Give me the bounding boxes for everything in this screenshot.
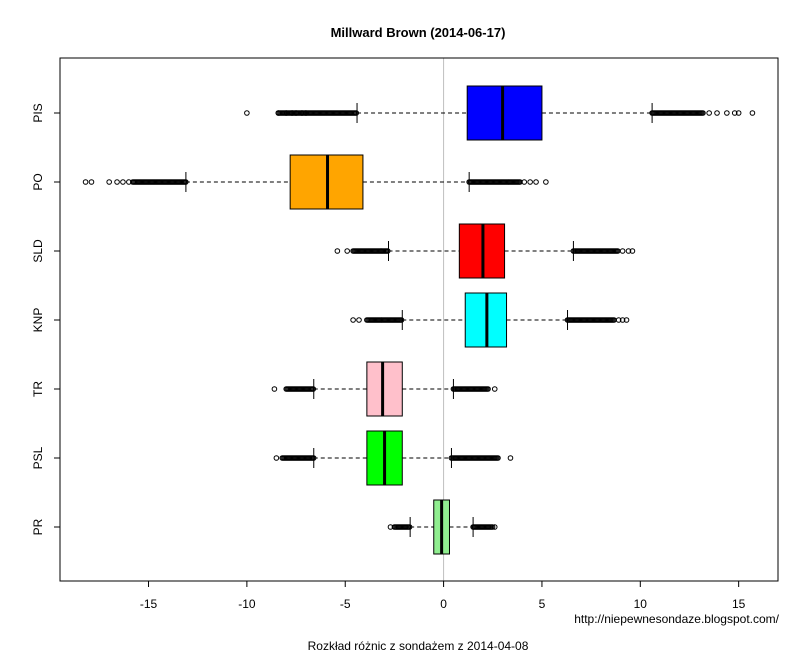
outlier-point bbox=[619, 248, 626, 254]
outlier-point bbox=[615, 317, 622, 323]
outlier-point bbox=[485, 386, 491, 392]
x-tick-label: 10 bbox=[634, 597, 648, 611]
outlier-point bbox=[543, 179, 549, 185]
outlier-point bbox=[623, 317, 630, 323]
outlier-point bbox=[293, 110, 299, 116]
box-group-pr bbox=[387, 499, 498, 555]
y-tick-label-po: PO bbox=[31, 173, 45, 190]
outlier-point bbox=[700, 110, 706, 116]
outlier-point bbox=[88, 179, 95, 185]
outlier-point bbox=[724, 110, 730, 116]
outlier-point bbox=[275, 110, 282, 116]
outlier-point bbox=[114, 179, 120, 185]
y-axis: PIS PO SLD KNP TR PSL PR bbox=[31, 103, 60, 535]
outlier-point bbox=[350, 317, 356, 323]
box-group-psl bbox=[273, 430, 514, 486]
box-tr bbox=[366, 361, 403, 417]
x-tick-label: 15 bbox=[732, 597, 746, 611]
outlier-point bbox=[714, 110, 720, 116]
outlier-band-high bbox=[466, 179, 523, 185]
outlier-point bbox=[283, 110, 290, 116]
outlier-band-low bbox=[391, 524, 413, 530]
box-group-pis bbox=[244, 85, 756, 141]
outlier-band-high bbox=[564, 317, 617, 323]
outlier-point bbox=[126, 179, 132, 185]
y-tick-label-sld: SLD bbox=[31, 239, 45, 263]
outlier-point bbox=[625, 248, 632, 254]
outlier-point bbox=[289, 110, 295, 116]
y-tick-label-psl: PSL bbox=[31, 446, 45, 469]
outlier-point bbox=[406, 524, 413, 530]
outlier-point bbox=[629, 248, 636, 254]
outlier-point bbox=[344, 248, 351, 254]
outlier-point bbox=[619, 317, 626, 323]
x-tick-label: -15 bbox=[140, 597, 158, 611]
outlier-band-low bbox=[350, 248, 391, 254]
box-pis bbox=[466, 85, 543, 141]
outlier-point bbox=[749, 110, 756, 116]
outlier-band-low bbox=[279, 455, 317, 461]
outlier-point bbox=[303, 110, 309, 116]
y-tick-label-pr: PR bbox=[31, 518, 45, 535]
x-tick-label: 0 bbox=[440, 597, 447, 611]
outlier-band-high bbox=[448, 455, 501, 461]
outlier-point bbox=[491, 524, 498, 530]
outlier-point bbox=[706, 110, 712, 116]
outlier-point bbox=[489, 524, 496, 530]
outlier-band-high bbox=[450, 386, 491, 392]
outlier-point bbox=[299, 110, 305, 116]
box-group-po bbox=[82, 154, 549, 210]
y-tick-label-pis: PIS bbox=[31, 103, 45, 122]
chart-title: Millward Brown (2014-06-17) bbox=[331, 25, 506, 40]
outlier-point bbox=[353, 110, 360, 116]
outlier-band-high bbox=[570, 248, 621, 254]
outlier-band-high bbox=[470, 524, 496, 530]
outlier-point bbox=[521, 179, 528, 185]
outlier-point bbox=[533, 179, 539, 185]
outlier-band-low bbox=[129, 179, 189, 185]
outlier-point bbox=[731, 110, 738, 116]
box-group-tr bbox=[271, 361, 498, 417]
y-tick-label-tr: TR bbox=[31, 381, 45, 397]
outlier-point bbox=[527, 179, 533, 185]
outlier-point bbox=[735, 110, 742, 116]
outlier-point bbox=[334, 248, 341, 254]
outlier-point bbox=[120, 179, 126, 185]
y-tick-label-knp: KNP bbox=[31, 308, 45, 333]
x-axis: -15 -10 -5 0 5 10 15 bbox=[140, 581, 746, 611]
x-tick-label: -10 bbox=[238, 597, 256, 611]
outlier-point bbox=[507, 455, 514, 461]
outlier-point bbox=[271, 386, 278, 392]
outlier-point bbox=[398, 317, 405, 323]
outlier-point bbox=[387, 524, 394, 530]
outlier-band-low bbox=[364, 317, 405, 323]
x-tick-label: 5 bbox=[539, 597, 546, 611]
box-group-sld bbox=[334, 223, 636, 279]
outlier-point bbox=[106, 179, 112, 185]
outlier-band-low bbox=[283, 386, 317, 392]
outlier-point bbox=[356, 317, 362, 323]
box-group-knp bbox=[350, 292, 630, 348]
outlier-point bbox=[82, 179, 89, 185]
outlier-point bbox=[495, 455, 501, 461]
outlier-band-high bbox=[649, 110, 706, 116]
x-tick-label: -5 bbox=[340, 597, 351, 611]
outlier-point bbox=[273, 455, 280, 461]
outlier-point bbox=[384, 248, 391, 254]
outlier-point bbox=[244, 110, 250, 116]
source-note: http://niepewnesondaze.blogspot.com/ bbox=[574, 612, 779, 626]
outlier-point bbox=[491, 386, 498, 392]
plot-area bbox=[59, 57, 779, 582]
x-axis-label: Rozkład różnic z sondażem z 2014-04-08 bbox=[308, 639, 529, 653]
